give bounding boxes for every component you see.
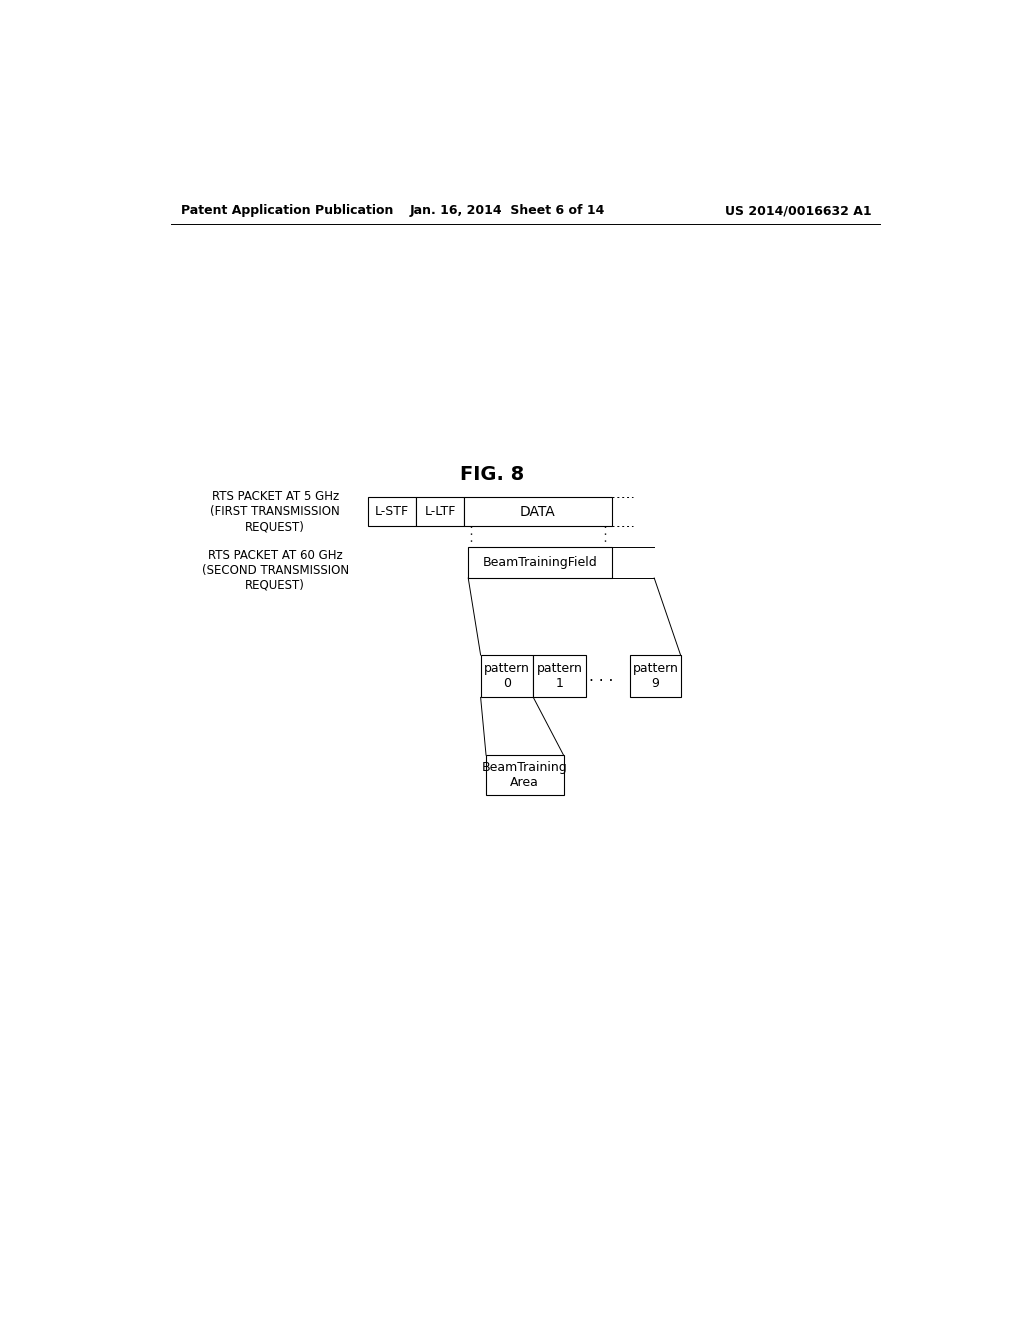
Text: Jan. 16, 2014  Sheet 6 of 14: Jan. 16, 2014 Sheet 6 of 14 [410,205,605,218]
Text: BeamTrainingField: BeamTrainingField [482,556,597,569]
Text: pattern
0: pattern 0 [484,663,529,690]
Bar [630,655,681,697]
Bar [417,498,464,527]
Text: L-LTF: L-LTF [425,506,456,519]
Bar [480,655,534,697]
Bar [486,755,563,795]
Text: pattern
9: pattern 9 [633,663,678,690]
Text: BeamTraining
Area: BeamTraining Area [482,762,567,789]
Text: Patent Application Publication: Patent Application Publication [180,205,393,218]
Bar [468,548,611,578]
Text: US 2014/0016632 A1: US 2014/0016632 A1 [725,205,872,218]
Text: . . .: . . . [590,669,613,684]
Text: DATA: DATA [520,504,556,519]
Text: L-STF: L-STF [375,506,410,519]
Bar [464,498,611,527]
Bar [369,498,417,527]
Text: RTS PACKET AT 60 GHz
(SECOND TRANSMISSION
REQUEST): RTS PACKET AT 60 GHz (SECOND TRANSMISSIO… [202,549,349,591]
Text: FIG. 8: FIG. 8 [460,465,524,483]
Text: RTS PACKET AT 5 GHz
(FIRST TRANSMISSION
REQUEST): RTS PACKET AT 5 GHz (FIRST TRANSMISSION … [210,490,340,533]
Text: pattern
1: pattern 1 [537,663,583,690]
Bar [534,655,586,697]
